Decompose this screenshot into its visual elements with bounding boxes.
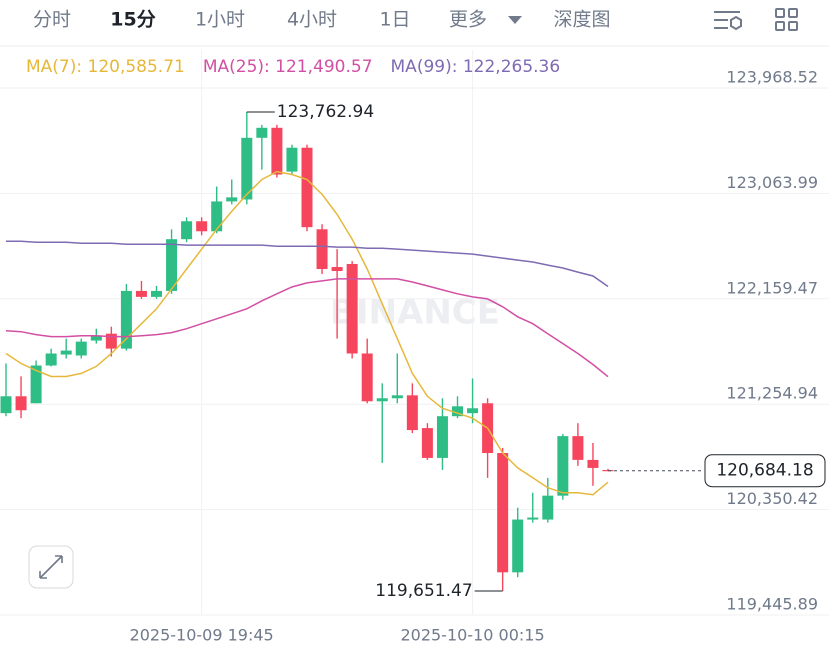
tab[interactable]: 更多 bbox=[449, 9, 487, 31]
y-tick-label: 123,968.52 bbox=[726, 68, 818, 87]
settings-icon[interactable] bbox=[714, 11, 742, 31]
candle-body bbox=[421, 428, 433, 458]
legend-entry: MA(25): 121,490.57 bbox=[203, 57, 373, 77]
x-tick-label: 2025-10-10 00:15 bbox=[400, 626, 544, 645]
tab[interactable]: 1小时 bbox=[195, 9, 245, 31]
y-tick-label: 123,063.99 bbox=[726, 173, 818, 192]
candle-body bbox=[45, 353, 57, 366]
price-label: 120,684.18 bbox=[716, 461, 813, 481]
candle-body bbox=[0, 396, 12, 414]
legend-entry: MA(7): 120,585.71 bbox=[26, 57, 185, 77]
y-tick-label: 119,445.89 bbox=[726, 595, 818, 614]
candle-body bbox=[226, 197, 238, 202]
candle-body bbox=[105, 333, 117, 349]
candle-body bbox=[60, 350, 72, 355]
ma-line bbox=[5, 278, 609, 378]
candle-body bbox=[346, 264, 358, 354]
candle-body bbox=[75, 341, 87, 356]
candle-body bbox=[211, 201, 223, 232]
tab[interactable]: 15分 bbox=[110, 9, 155, 31]
candle-body bbox=[316, 229, 328, 270]
y-tick-label: 122,159.47 bbox=[726, 278, 818, 297]
candle-body bbox=[271, 127, 283, 175]
candle-body bbox=[241, 137, 253, 200]
candle-body bbox=[30, 365, 42, 404]
candle-body bbox=[256, 127, 268, 138]
candle-body bbox=[331, 267, 343, 272]
tab[interactable]: 1日 bbox=[379, 9, 410, 31]
candle-body bbox=[527, 517, 539, 520]
candle-body bbox=[497, 453, 509, 573]
y-tick-label: 120,350.42 bbox=[726, 489, 818, 508]
candle-body bbox=[301, 147, 313, 228]
legend-entry: MA(99): 122,265.36 bbox=[391, 57, 561, 77]
candle-body bbox=[120, 290, 132, 349]
candle-body bbox=[286, 147, 298, 172]
candle-body bbox=[512, 519, 524, 573]
tab[interactable]: 4小时 bbox=[287, 9, 337, 31]
candle-body bbox=[406, 395, 418, 431]
candle-body bbox=[542, 495, 554, 520]
y-tick-label: 121,254.94 bbox=[726, 384, 818, 403]
candle-body bbox=[15, 396, 27, 411]
price-box bbox=[704, 454, 826, 488]
candle-body bbox=[376, 398, 388, 402]
candle-body bbox=[181, 221, 193, 240]
candle-body bbox=[391, 395, 403, 399]
candle-body bbox=[151, 290, 162, 297]
candle-body bbox=[572, 436, 584, 460]
ma-line bbox=[6, 240, 609, 288]
dropdown-arrow[interactable] bbox=[508, 16, 522, 24]
tab[interactable]: 分时 bbox=[33, 9, 71, 31]
candle-body bbox=[361, 353, 373, 402]
candle-body bbox=[467, 408, 479, 414]
expand-button[interactable] bbox=[28, 545, 74, 589]
layout-icon[interactable] bbox=[775, 8, 798, 31]
candle-body bbox=[587, 459, 599, 468]
candle-body bbox=[135, 290, 147, 297]
x-tick-label: 2025-10-09 19:45 bbox=[130, 626, 274, 645]
ma-line bbox=[5, 170, 609, 496]
candle-body bbox=[557, 436, 569, 496]
candle-body bbox=[452, 406, 463, 417]
candle-body bbox=[90, 335, 102, 341]
candle-body bbox=[436, 416, 448, 458]
annotation-label: 119,651.47 bbox=[375, 581, 472, 601]
candle-body bbox=[166, 239, 178, 291]
tab[interactable]: 深度图 bbox=[553, 9, 610, 31]
annotation-label: 123,762.94 bbox=[277, 102, 374, 122]
candle-body bbox=[196, 221, 208, 232]
